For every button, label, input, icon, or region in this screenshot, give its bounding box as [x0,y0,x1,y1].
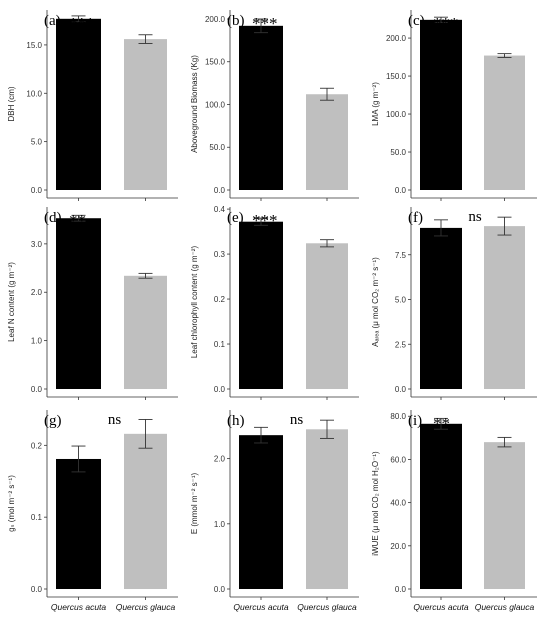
significance-marker: *** [252,14,278,33]
y-tick-label: 0.1 [31,513,43,522]
chart-panel-g: 0.0 0.1 0.2 (g) ns gₛ (mol m⁻² s⁻¹) Quercus ac… [7,410,178,612]
bar-quercus-glauca [484,55,525,190]
chart-panel-c: 0.0 50.0 100.0 150.0 200.0(c) *** LMA (g m⁻²) [371,10,537,201]
panel-letter: (b) [227,13,245,29]
y-tick-label: 60.0 [390,455,406,464]
y-tick-label: 150.0 [386,72,407,81]
y-axis-label: E (mmol m⁻² s⁻¹) [190,473,199,535]
y-tick-label: 5.0 [31,138,43,147]
y-tick-label: 50.0 [209,143,225,152]
panel-letter: (i) [408,413,422,429]
panel-letter: (h) [227,413,245,429]
significance-marker: ** [433,414,450,433]
y-axis-label: iWUE (μ mol CO₂ mol H₂O⁻¹) [371,451,380,556]
y-tick-label: 40.0 [390,499,406,508]
y-tick-label: 200.0 [386,34,407,43]
y-axis-label: Aboveground Biomass (Kg) [190,55,199,153]
y-axis-label: Leaf chlorophyll content (g m⁻²) [190,246,199,359]
y-tick-label: 0.0 [214,186,226,195]
bar-quercus-glauca [306,429,348,589]
y-tick-label: 0.1 [214,340,226,349]
y-tick-label: 7.5 [395,251,407,260]
chart-panel-h: 0.0 1.0 2.0 (h) ns E (mmol m⁻² s⁻¹) Quercus ac… [190,410,359,612]
bar-quercus-acuta [420,227,462,389]
y-axis-label: gₛ (mol m⁻² s⁻¹) [7,475,16,532]
y-tick-label: 2.0 [31,288,43,297]
y-axis-label: Leaf N content (g m⁻²) [7,262,16,342]
bar-quercus-glauca [484,442,525,589]
bar-quercus-acuta [420,19,462,190]
significance-marker: ns [290,412,304,428]
x-category-label: Quercus acuta [413,602,469,612]
y-tick-label: 0.0 [395,385,407,394]
panel-letter: (f) [408,210,423,226]
y-tick-label: 0.0 [395,186,407,195]
y-axis-label: LMA (g m⁻²) [371,82,380,126]
y-tick-label: 0.3 [214,250,226,259]
bar-quercus-acuta [56,458,101,589]
y-tick-label: 0.0 [214,585,226,594]
bar-quercus-acuta [239,25,283,191]
y-tick-label: 0.2 [214,295,226,304]
significance-marker: ** [69,211,86,230]
significance-marker: ns [108,412,122,428]
y-tick-label: 0.0 [31,585,43,594]
bar-quercus-acuta [239,221,283,389]
y-tick-label: 0.0 [31,385,43,394]
bar-quercus-glauca [306,94,348,190]
panel-letter: (a) [44,13,61,29]
y-tick-label: 100.0 [205,100,226,109]
chart-panel-i: 0.0 20.0 40.0 60.0 80.0 (i) ** iWUE (μ mol CO₂ … [371,410,537,612]
x-category-label: Quercus glauca [116,602,176,612]
bar-quercus-glauca [124,433,167,589]
y-tick-label: 150.0 [205,58,226,67]
bar-quercus-acuta [420,423,462,589]
x-category-label: Quercus acuta [233,602,289,612]
y-axis-label: Aₐᵣₑₐ (μ mol CO₂ m⁻² s⁻¹) [371,257,380,347]
significance-marker: *** [252,211,278,230]
significance-marker: ns [468,209,482,225]
chart-panel-e: 0.0 0.1 0.2 0.3 0.4(e) *** Leaf chlorophyll co… [190,205,359,400]
chart-panel-b: 0.0 50.0 100.0 150.0 200.0 (b) *** Aboveground … [190,10,359,201]
y-tick-label: 200.0 [205,15,226,24]
x-category-label: Quercus acuta [51,602,107,612]
panel-letter: (e) [227,210,244,226]
chart-panel-f: 0.0 2.5 5.0 7.5 (f) ns Aₐᵣₑₐ (μ mol CO₂ m⁻² s⁻… [371,207,537,400]
bar-quercus-acuta [56,18,101,190]
y-tick-label: 0.0 [31,186,43,195]
chart-panel-d: 0.0 1.0 2.0 3.0 (d) ** Leaf N content (g m⁻²) [7,207,178,400]
bar-quercus-acuta [239,435,283,589]
chart-panel-a: 0.0 5.0 10.0 15.0 (a) *** DBH (cm) [7,10,178,201]
y-tick-label: 20.0 [390,542,406,551]
y-tick-label: 3.0 [31,240,43,249]
y-tick-label: 100.0 [386,110,407,119]
bar-quercus-glauca [124,39,167,191]
y-tick-label: 0.4 [214,205,226,214]
y-tick-label: 50.0 [390,148,406,157]
bar-quercus-glauca [124,275,167,389]
significance-marker: *** [69,14,95,33]
bar-quercus-glauca [306,243,348,389]
bar-quercus-acuta [56,218,101,389]
x-category-label: Quercus glauca [297,602,357,612]
x-category-label: Quercus glauca [475,602,535,612]
y-tick-label: 0.0 [214,385,226,394]
y-tick-label: 15.0 [26,41,42,50]
y-tick-label: 80.0 [390,412,406,421]
y-tick-label: 0.0 [395,585,407,594]
y-tick-label: 10.0 [26,89,42,98]
y-tick-label: 5.0 [395,296,407,305]
y-tick-label: 0.2 [31,441,43,450]
y-tick-label: 1.0 [31,337,43,346]
significance-marker: *** [433,14,459,33]
y-tick-label: 1.0 [214,520,226,529]
y-tick-label: 2.5 [395,340,407,349]
panel-letter: (g) [44,413,62,429]
y-axis-label: DBH (cm) [7,86,16,121]
y-tick-label: 2.0 [214,455,226,464]
panel-letter: (d) [44,210,62,226]
panel-letter: (c) [408,13,425,29]
bar-quercus-glauca [484,226,525,389]
